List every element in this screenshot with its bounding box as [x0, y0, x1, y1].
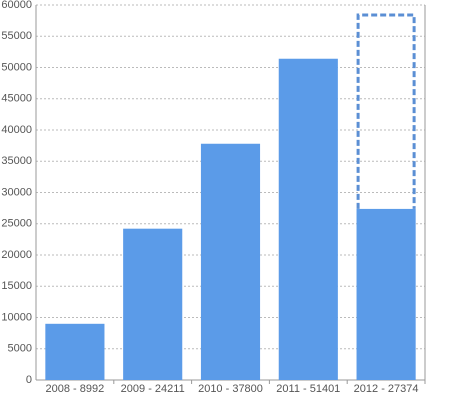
y-tick-label: 0 — [26, 374, 32, 386]
y-tick-label: 50000 — [1, 61, 32, 73]
y-tick-label: 20000 — [1, 249, 32, 261]
bar — [123, 228, 183, 380]
y-tick-label: 30000 — [1, 186, 32, 198]
y-tick-label: 25000 — [1, 218, 32, 230]
x-tick-label: 2012 - 27374 — [354, 383, 419, 395]
y-tick-label: 5000 — [8, 343, 32, 355]
bar — [278, 58, 338, 381]
x-tick-label: 2009 - 24211 — [121, 383, 185, 395]
x-tick-label: 2008 - 8992 — [46, 383, 105, 395]
outline-bar — [356, 13, 416, 209]
bar — [356, 208, 416, 380]
y-tick-label: 10000 — [1, 311, 32, 323]
y-tick-label: 40000 — [1, 124, 32, 136]
y-tick-label: 60000 — [1, 0, 32, 11]
x-tick-label: 2011 - 51401 — [276, 383, 340, 395]
bar — [45, 323, 105, 380]
x-tick-label: 2010 - 37800 — [198, 383, 263, 395]
y-tick-label: 45000 — [1, 93, 32, 105]
y-tick-label: 55000 — [1, 30, 32, 42]
bar — [200, 143, 261, 380]
y-tick-label: 35000 — [1, 155, 32, 167]
y-tick-label: 15000 — [1, 280, 32, 292]
